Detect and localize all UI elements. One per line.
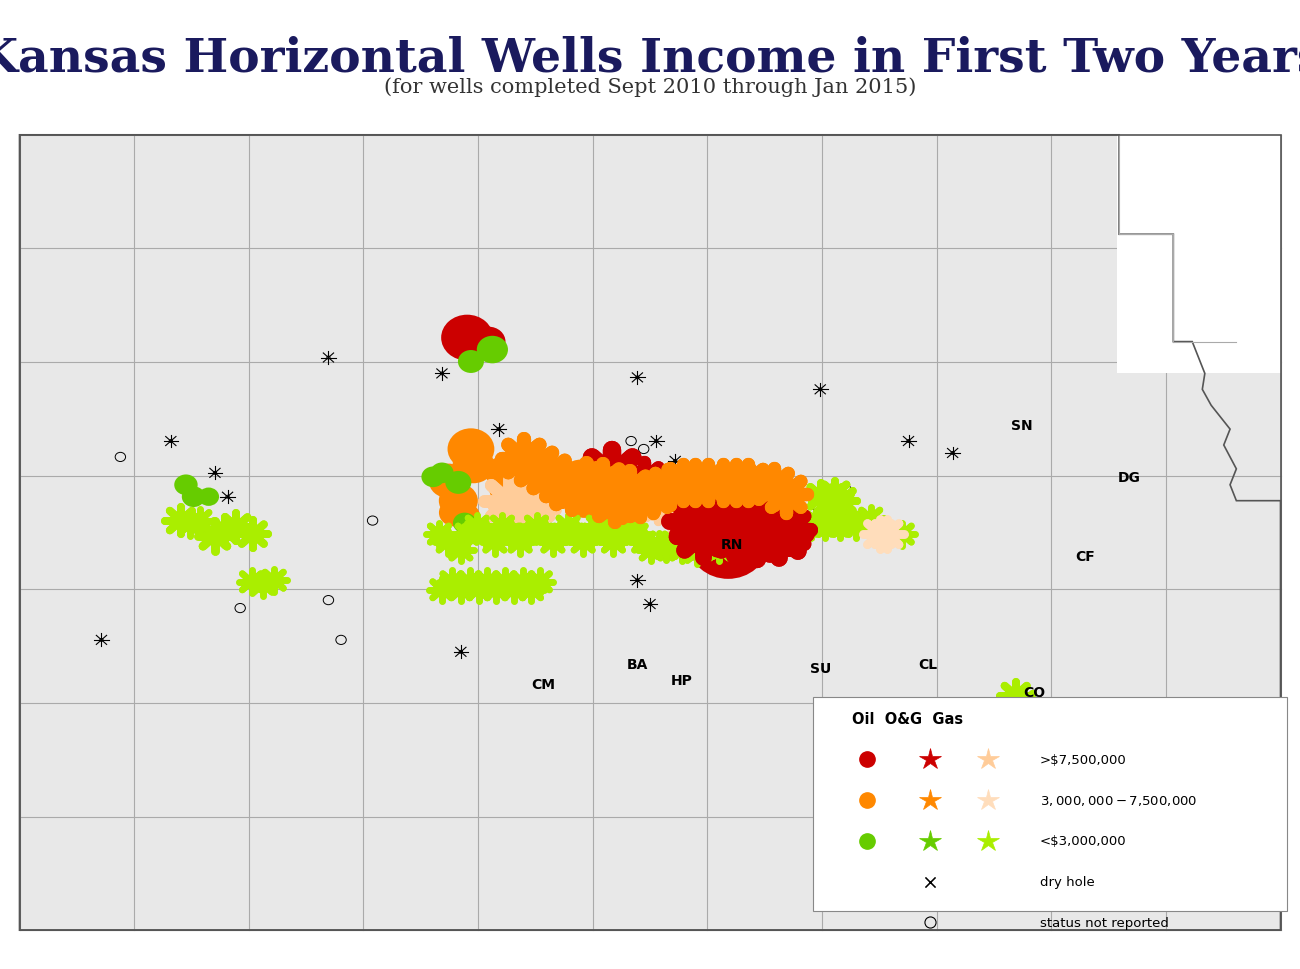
Ellipse shape [458,351,484,374]
Ellipse shape [696,489,722,513]
Text: >$7,500,000: >$7,500,000 [1040,753,1127,766]
Ellipse shape [562,460,601,494]
Bar [812,698,1287,911]
Ellipse shape [477,336,508,364]
Ellipse shape [439,484,478,518]
Text: status not reported: status not reported [1040,916,1169,929]
Ellipse shape [489,472,528,507]
Ellipse shape [198,488,218,507]
Text: <$3,000,000: <$3,000,000 [1040,834,1127,848]
Ellipse shape [485,456,524,490]
Text: CF: CF [1075,549,1095,564]
Ellipse shape [174,475,198,495]
Ellipse shape [689,511,767,579]
Ellipse shape [566,484,604,518]
Text: BA: BA [627,657,649,672]
Ellipse shape [447,429,494,470]
Ellipse shape [182,486,205,508]
Ellipse shape [448,503,480,531]
Polygon shape [1117,136,1280,374]
Ellipse shape [430,463,454,484]
Text: CM: CM [530,677,555,691]
Ellipse shape [446,472,472,494]
Text: (for wells completed Sept 2010 through Jan 2015): (for wells completed Sept 2010 through J… [384,78,916,97]
Bar [20,136,1280,930]
Ellipse shape [685,502,711,524]
Ellipse shape [519,463,542,484]
Text: Kansas Horizontal Wells Income in First Two Years: Kansas Horizontal Wells Income in First … [0,35,1300,81]
Ellipse shape [439,499,471,527]
Text: CL: CL [918,657,937,672]
Text: DG: DG [1118,470,1140,484]
Ellipse shape [441,315,493,361]
Ellipse shape [452,514,476,534]
Ellipse shape [472,328,506,358]
Ellipse shape [429,464,468,498]
Text: Oil  O&G  Gas: Oil O&G Gas [852,711,962,727]
Text: SU: SU [810,661,831,675]
Text: dry hole: dry hole [1040,875,1095,889]
Ellipse shape [528,467,551,487]
Text: SN: SN [1011,419,1032,433]
Text: $3,000,000 - $7,500,000: $3,000,000 - $7,500,000 [1040,794,1197,807]
Text: HP: HP [671,672,693,687]
Text: RN: RN [720,538,744,552]
Ellipse shape [452,447,494,484]
Ellipse shape [421,467,445,487]
Text: CQ: CQ [1023,685,1045,699]
Bar [20,136,1280,930]
